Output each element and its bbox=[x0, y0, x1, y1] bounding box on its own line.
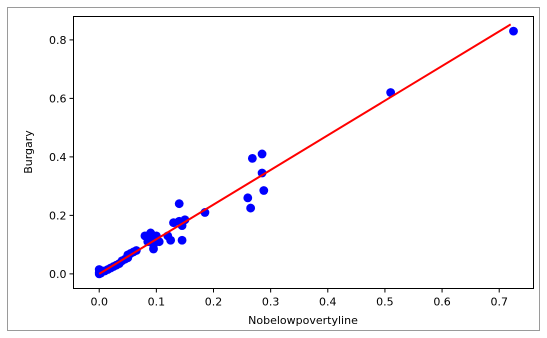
x-axis-ticks: 0.0 0.1 0.2 0.3 0.4 0.5 0.6 0.7 bbox=[90, 288, 508, 309]
y-axis-ticks: 0.0 0.2 0.4 0.6 0.8 bbox=[49, 34, 74, 281]
scatter-point-36 bbox=[246, 203, 256, 213]
scatter-point-39 bbox=[257, 168, 267, 178]
x-tick-label: 0.1 bbox=[148, 296, 166, 309]
scatter-point-37 bbox=[247, 153, 257, 163]
x-tick-label: 0.7 bbox=[490, 296, 508, 309]
x-tick-label: 0.5 bbox=[376, 296, 394, 309]
scatter-point-30 bbox=[174, 199, 184, 209]
scatter-point-40 bbox=[259, 186, 269, 195]
y-tick-label: 0.0 bbox=[49, 268, 67, 281]
scatter-point-31 bbox=[177, 235, 187, 245]
x-axis-label: Nobelowpovertyline bbox=[248, 314, 358, 327]
regression-line bbox=[98, 23, 512, 275]
scatter-point-42 bbox=[509, 26, 518, 36]
scatter-point-33 bbox=[180, 215, 190, 225]
x-tick-label: 0.2 bbox=[205, 296, 223, 309]
scatter-point-23 bbox=[149, 244, 158, 254]
x-tick-label: 0.3 bbox=[262, 296, 280, 309]
x-tick-label: 0.6 bbox=[433, 296, 451, 309]
scatter-point-38 bbox=[257, 149, 267, 159]
y-tick-label: 0.4 bbox=[49, 151, 67, 164]
x-tick-label: 0.0 bbox=[90, 296, 108, 309]
y-axis-label: Burgary bbox=[22, 130, 35, 174]
scatter-point-35 bbox=[243, 193, 253, 203]
scatter-point-27 bbox=[166, 235, 176, 245]
y-tick-label: 0.2 bbox=[49, 209, 67, 222]
data-marks bbox=[94, 23, 518, 279]
x-tick-label: 0.4 bbox=[319, 296, 337, 309]
y-tick-label: 0.6 bbox=[49, 92, 67, 105]
y-tick-label: 0.8 bbox=[49, 34, 67, 47]
